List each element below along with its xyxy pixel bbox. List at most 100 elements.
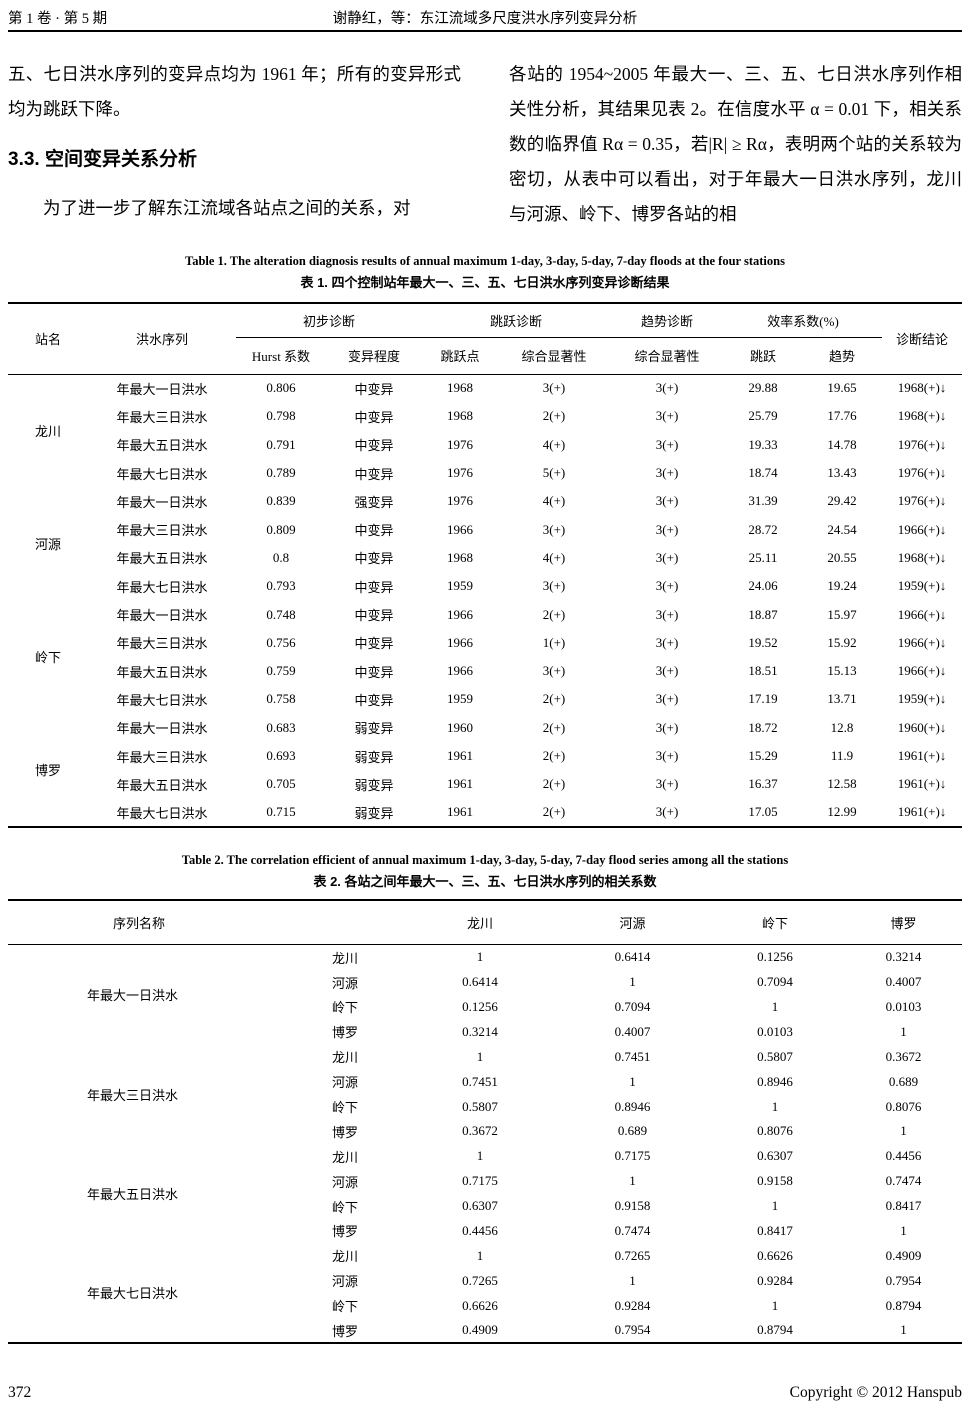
jump-point-cell: 1968 bbox=[447, 549, 474, 565]
station-name-cell: 博罗 bbox=[332, 1323, 359, 1339]
section-heading: 3.3. 空间变异关系分析 bbox=[8, 149, 197, 170]
hurst-value-cell: 0.715 bbox=[266, 804, 296, 820]
table2-data-row: 年最大一日洪水 龙川 1 0.6414 0.1256 0.3214 bbox=[8, 945, 962, 1003]
table2-header: 序列名称 龙川 河源 岭下 博罗 bbox=[8, 899, 963, 946]
station-name-cell: 博罗 bbox=[332, 1224, 359, 1240]
variation-degree-cell: 弱变异 bbox=[354, 805, 394, 821]
efficiency-trend-cell: 13.43 bbox=[827, 465, 857, 481]
table1-group-header-row: 站名 洪水序列 初步诊断 跳跃诊断 趋势诊断 效率系数(%) 诊断结论 bbox=[8, 303, 962, 347]
alteration-diagnosis-table: 站名 洪水序列 初步诊断 跳跃诊断 趋势诊断 效率系数(%) 诊断结论 Hurs… bbox=[8, 302, 963, 828]
correlation-value-cell: 0.689 bbox=[888, 1073, 919, 1089]
table2-data-row: 岭下 0.6626 0.9284 1 0.8794 bbox=[8, 1293, 962, 1318]
correlation-value-cell: 1 bbox=[771, 998, 779, 1014]
jump-point-cell: 1961 bbox=[447, 748, 474, 763]
table2-caption-zh: 表 2. 各站之间年最大一、三、五、七日洪水序列的相关系数 bbox=[313, 873, 657, 889]
jump-significance-cell: 4(+) bbox=[542, 549, 566, 565]
trend-significance-cell: 3(+) bbox=[655, 493, 679, 509]
jump-point-cell: 1976 bbox=[447, 493, 474, 509]
page-number: 372 bbox=[8, 1384, 32, 1401]
station-name-cell: 岭下 bbox=[34, 650, 61, 666]
correlation-value-cell: 0.8417 bbox=[757, 1222, 793, 1238]
table1-caption-en: Table 1. The alteration diagnosis result… bbox=[185, 254, 785, 268]
table1-data-row: 河源 年最大一日洪水 0.839 强变异 1976 4(+) 3(+) 31.39 29.42 1… bbox=[8, 487, 962, 552]
diagnosis-conclusion-cell: 1959(+)↓ bbox=[897, 691, 947, 707]
col-header-trend-significance: 综合显著性 bbox=[634, 349, 700, 364]
station-name-cell: 岭下 bbox=[332, 1000, 359, 1016]
trend-significance-cell: 3(+) bbox=[655, 380, 679, 396]
flood-series-cell: 年最大三日洪水 bbox=[116, 523, 208, 539]
correlation-value-cell: 0.4007 bbox=[614, 1023, 651, 1039]
page-footer: 372 Copyright © 2012 Hanspub bbox=[8, 1384, 962, 1402]
flood-series-cell: 年最大三日洪水 bbox=[116, 749, 208, 765]
diagnosis-conclusion-cell: 1959(+)↓ bbox=[897, 578, 947, 594]
flood-series-cell: 年最大一日洪水 bbox=[116, 608, 208, 624]
station-name-cell: 河源 bbox=[332, 975, 359, 991]
jump-point-cell: 1959 bbox=[447, 691, 474, 707]
jump-significance-cell: 2(+) bbox=[542, 776, 566, 792]
hurst-value-cell: 0.759 bbox=[266, 663, 296, 679]
correlation-value-cell: 1 bbox=[771, 1297, 779, 1313]
efficiency-jump-cell: 19.33 bbox=[748, 436, 778, 452]
flood-series-cell: 年最大七日洪水 bbox=[116, 466, 208, 482]
correlation-value-cell: 0.9284 bbox=[757, 1272, 793, 1288]
correlation-value-cell: 0.9158 bbox=[614, 1198, 651, 1214]
hurst-value-cell: 0.8 bbox=[272, 549, 290, 565]
efficiency-jump-cell: 31.39 bbox=[748, 493, 778, 509]
table2-data-row: 博罗 0.4909 0.7954 0.8794 1 bbox=[8, 1318, 962, 1343]
variation-degree-cell: 中变异 bbox=[354, 551, 394, 567]
table1-caption-zh: 表 1. 四个控制站年最大一、三、五、七日洪水序列变异诊断结果 bbox=[300, 275, 670, 290]
jump-point-cell: 1960 bbox=[447, 719, 474, 735]
efficiency-trend-cell: 19.65 bbox=[827, 380, 857, 396]
efficiency-trend-cell: 12.99 bbox=[827, 804, 857, 820]
efficiency-jump-cell: 19.52 bbox=[748, 634, 778, 650]
correlation-value-cell: 1 bbox=[900, 1322, 907, 1338]
correlation-value-cell: 0.7265 bbox=[462, 1272, 498, 1288]
correlation-value-cell: 0.7175 bbox=[614, 1148, 651, 1164]
hurst-value-cell: 0.693 bbox=[266, 748, 296, 763]
col-header-eff-jump: 跳跃 bbox=[750, 349, 777, 364]
hurst-value-cell: 0.793 bbox=[266, 578, 296, 594]
table2-header-row: 序列名称 龙川 河源 岭下 博罗 bbox=[8, 899, 963, 946]
efficiency-trend-cell: 19.24 bbox=[827, 578, 857, 594]
correlation-value-cell: 0.0103 bbox=[885, 998, 922, 1014]
col-header-jump-point: 跳跃点 bbox=[440, 349, 480, 364]
jump-point-cell: 1961 bbox=[447, 804, 474, 820]
efficiency-jump-cell: 15.29 bbox=[748, 748, 778, 763]
correlation-value-cell: 1 bbox=[629, 1272, 636, 1288]
paragraph: 各站的 1954~2005 年最大一、三、五、七日洪水序列作相关性分析，其结果见… bbox=[509, 64, 962, 224]
diagnosis-conclusion-cell: 1961(+)↓ bbox=[897, 748, 947, 763]
series-group-label-cell: 年最大一日洪水 bbox=[87, 988, 179, 1004]
correlation-value-cell: 1 bbox=[900, 1222, 907, 1238]
correlation-value-cell: 0.7175 bbox=[462, 1173, 498, 1189]
jump-point-cell: 1968 bbox=[447, 380, 474, 396]
left-column: 五、七日洪水序列的变异点均为 1961 年；所有的变异形式均为跳跃下降。 3.3… bbox=[8, 57, 461, 232]
jump-point-cell: 1966 bbox=[447, 663, 474, 679]
diagnosis-conclusion-cell: 1976(+)↓ bbox=[897, 493, 947, 509]
diagnosis-conclusion-cell: 1976(+)↓ bbox=[897, 465, 947, 481]
diagnosis-conclusion-cell: 1966(+)↓ bbox=[897, 606, 947, 622]
series-group-label-cell: 年最大七日洪水 bbox=[87, 1286, 179, 1302]
series-group-label-cell: 年最大五日洪水 bbox=[87, 1187, 179, 1203]
efficiency-trend-cell: 24.54 bbox=[827, 521, 857, 537]
station-name-cell: 龙川 bbox=[332, 1249, 359, 1265]
col-group-efficiency: 效率系数(%) bbox=[724, 303, 883, 338]
jump-significance-cell: 2(+) bbox=[542, 748, 566, 763]
diagnosis-conclusion-cell: 1961(+)↓ bbox=[897, 804, 947, 820]
correlation-value-cell: 1 bbox=[771, 1098, 779, 1114]
flood-series-cell: 年最大三日洪水 bbox=[116, 636, 208, 652]
jump-significance-cell: 2(+) bbox=[542, 408, 566, 424]
col-header-longchuan: 龙川 bbox=[400, 899, 561, 946]
flood-series-cell: 年最大五日洪水 bbox=[116, 438, 208, 454]
efficiency-jump-cell: 24.06 bbox=[748, 578, 778, 594]
table1-data-row: 年最大七日洪水 0.789 中变异 1976 5(+) 3(+) 18.74 13.43 197… bbox=[8, 459, 962, 487]
jump-significance-cell: 1(+) bbox=[542, 634, 566, 650]
station-name-cell: 博罗 bbox=[34, 763, 61, 779]
variation-degree-cell: 中变异 bbox=[354, 409, 394, 425]
variation-degree-cell: 中变异 bbox=[354, 381, 394, 397]
correlation-value-cell: 0.6626 bbox=[757, 1247, 793, 1263]
trend-significance-cell: 3(+) bbox=[655, 408, 679, 424]
efficiency-trend-cell: 20.55 bbox=[827, 549, 857, 565]
variation-degree-cell: 中变异 bbox=[354, 692, 394, 708]
station-name-cell: 博罗 bbox=[332, 1025, 359, 1041]
